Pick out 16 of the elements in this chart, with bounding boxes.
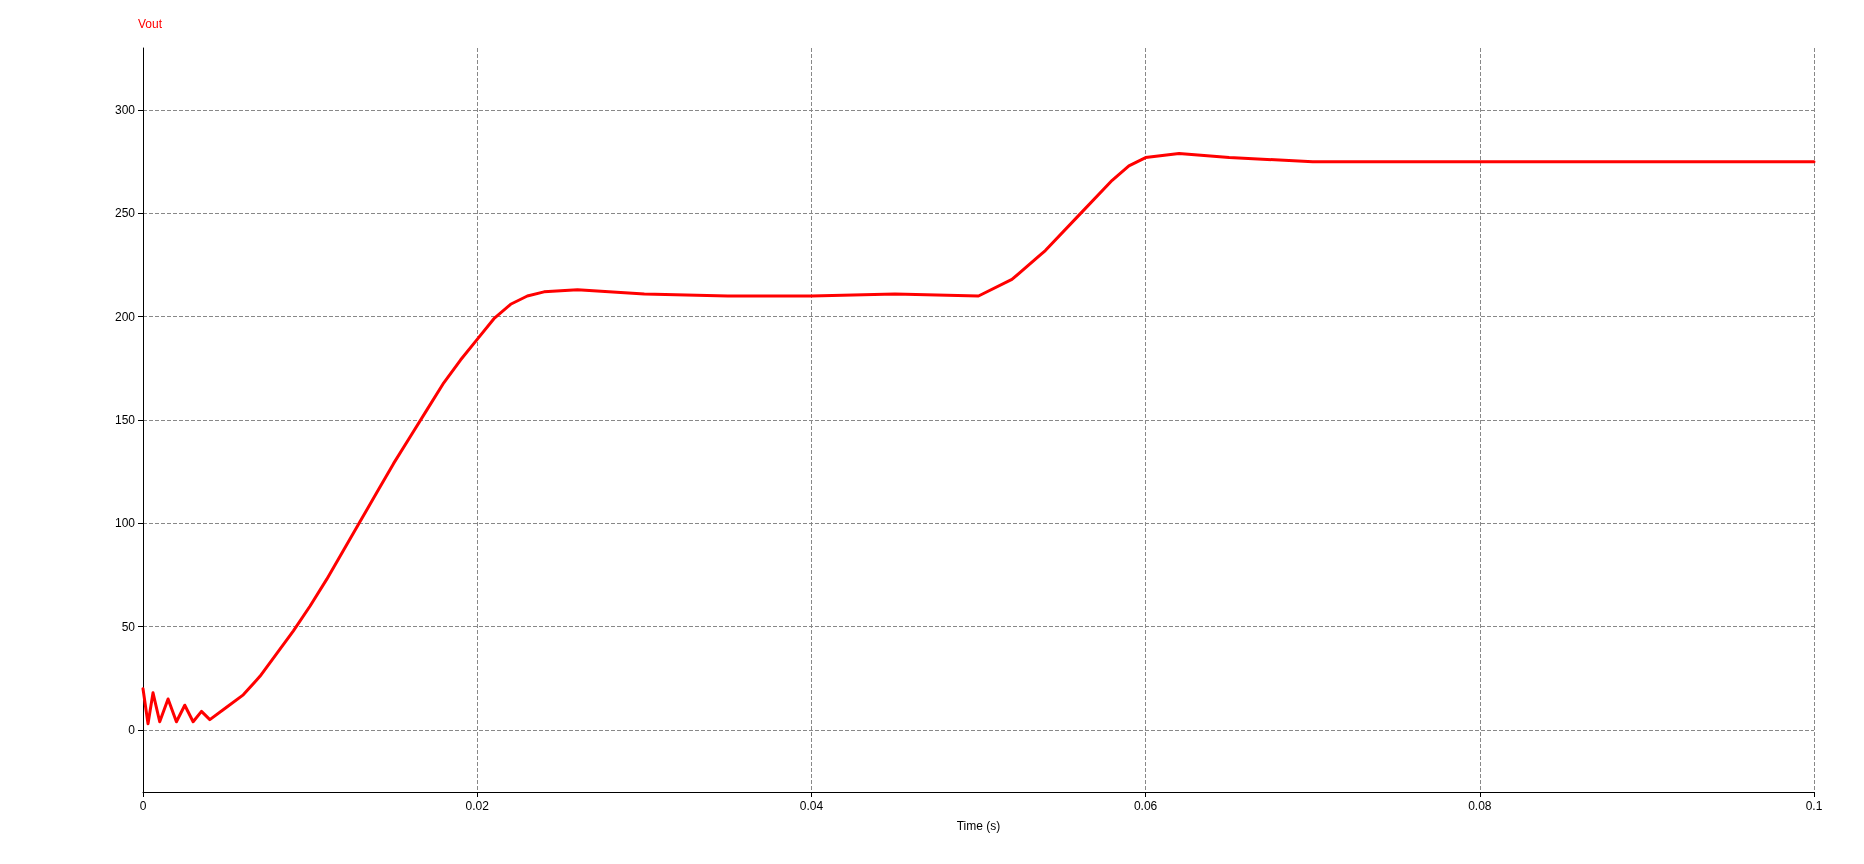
- x-tick-label: 0: [139, 799, 147, 813]
- x-tick-label: 0.1: [1805, 799, 1823, 813]
- y-tick-label: 250: [114, 206, 136, 221]
- y-tick-label: 200: [114, 309, 136, 324]
- x-tick-label: 0.04: [799, 799, 824, 813]
- x-tick-label: 0.02: [465, 799, 490, 813]
- y-tick-label: 0: [128, 723, 136, 737]
- x-axis-title: Time (s): [956, 819, 1001, 833]
- x-tick-label: 0.08: [1468, 799, 1492, 813]
- line-series: [141, 151, 1816, 726]
- x-tick-label: 0.06: [1133, 799, 1158, 813]
- y-tick-label: 300: [114, 103, 136, 117]
- y-tick-label: 150: [114, 413, 136, 427]
- text: Vout: [138, 17, 163, 31]
- y-tick-label: 100: [114, 516, 136, 531]
- y-tick-label: 50: [121, 619, 136, 634]
